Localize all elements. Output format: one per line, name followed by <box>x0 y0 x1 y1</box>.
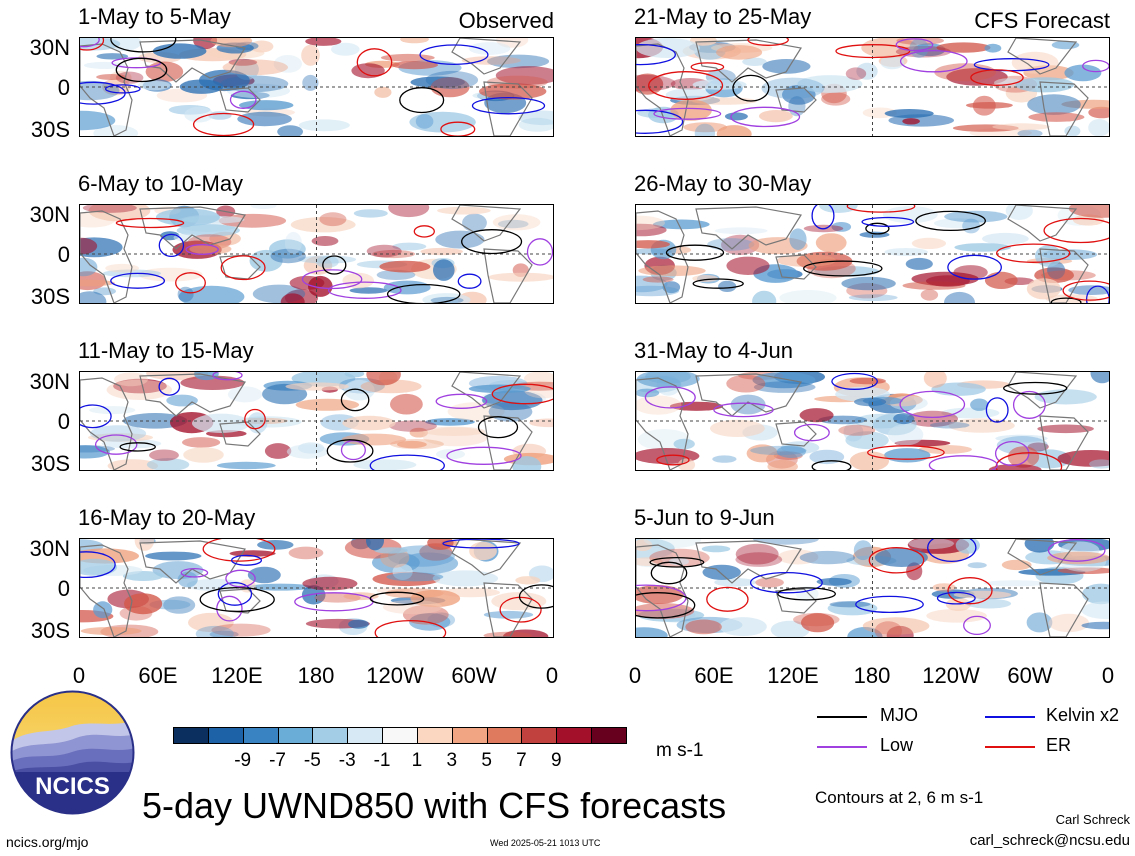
map-field-6 <box>636 372 1109 470</box>
panel-title-8: 5-Jun to 9-Jun <box>634 505 775 530</box>
colorbar-swatch <box>277 727 314 744</box>
map-field-7 <box>80 539 553 637</box>
colorbar-swatch <box>312 727 349 744</box>
lon-label-left-0: 0 <box>72 663 86 688</box>
legend-label-mjo: MJO <box>880 705 918 725</box>
panel-title-6: 31-May to 4-Jun <box>634 338 793 363</box>
panel-title-3: 6-May to 10-May <box>78 171 244 196</box>
lon-label-left-120w: 120W <box>366 663 424 688</box>
colorbar-tick-label: -5 <box>303 750 321 771</box>
ncics-logo: NCICS <box>10 690 135 815</box>
lon-label-right-0-end: 0 <box>1101 663 1115 688</box>
colorbar-tick-label: 9 <box>551 750 562 771</box>
colorbar-swatch <box>382 727 418 744</box>
colorbar-tick-label: -1 <box>373 750 391 771</box>
legend-label-low: Low <box>880 735 914 755</box>
colorbar-swatch <box>207 727 244 744</box>
website-link[interactable]: ncics.org/mjo <box>6 834 89 850</box>
lon-label-left-60w: 60W <box>451 663 497 688</box>
panel-title-4: 26-May to 30-May <box>634 171 812 196</box>
panel-tag-forecast: CFS Forecast <box>974 8 1110 33</box>
panel-title-7: 16-May to 20-May <box>78 505 256 530</box>
lon-label-left-0-end: 0 <box>545 663 559 688</box>
colorbar-swatch <box>451 727 488 744</box>
lat-label-30n-row4: 30N <box>29 536 70 561</box>
lon-label-right-120w: 120W <box>922 663 980 688</box>
map-panel-6 <box>635 371 1110 471</box>
legend-line-kelvin <box>985 716 1035 718</box>
lat-label-30s-row2: 30S <box>30 284 70 309</box>
contours-note: Contours at 2, 6 m s-1 <box>815 788 984 807</box>
legend-label-kelvin: Kelvin x2 <box>1046 705 1120 725</box>
panel-title-5: 11-May to 15-May <box>78 338 254 363</box>
lon-label-right-60w: 60W <box>1007 663 1053 688</box>
lon-label-left-60e: 60E <box>138 663 178 688</box>
map-panel-5 <box>79 371 554 471</box>
colorbar-tick-label: 7 <box>516 750 527 771</box>
lon-label-right-180: 180 <box>853 663 891 688</box>
lon-label-right-60e: 60E <box>694 663 734 688</box>
map-field-1 <box>80 38 553 136</box>
lat-label-30s-row4: 30S <box>30 618 70 643</box>
colorbar-tick-label: -3 <box>338 750 356 771</box>
lon-label-right-0: 0 <box>628 663 642 688</box>
panel-tag-observed: Observed <box>458 8 554 33</box>
ncics-logo-text: NCICS <box>35 773 110 800</box>
colorbar-tick-label: 5 <box>481 750 492 771</box>
map-panel-7 <box>79 538 554 638</box>
colorbar-tick-label: 3 <box>446 750 458 771</box>
author: Carl Schreck <box>1055 812 1130 827</box>
panel-title-2: 21-May to 25-May <box>634 4 812 29</box>
map-panel-2 <box>635 37 1110 137</box>
lat-label-30n-row3: 30N <box>29 369 70 394</box>
map-field-5 <box>80 372 553 470</box>
colorbar-swatch <box>521 727 558 744</box>
colorbar-tick-label: -7 <box>269 750 286 771</box>
legend-line-er <box>985 746 1035 748</box>
colorbar-swatch <box>591 727 627 744</box>
colorbar-units: m s-1 <box>656 740 704 761</box>
lat-label-eq-row2: 0 <box>57 242 70 267</box>
colorbar-tick-label: 1 <box>411 750 423 771</box>
map-field-8 <box>636 539 1109 637</box>
colorbar-swatch <box>347 727 384 744</box>
colorbar-swatch <box>486 727 523 744</box>
map-panel-8 <box>635 538 1110 638</box>
email: carl_schreck@ncsu.edu <box>969 832 1130 849</box>
map-panel-4 <box>635 204 1110 304</box>
timestamp: Wed 2025-05-21 1013 UTC <box>490 838 601 848</box>
lat-label-30n-row1: 30N <box>29 35 70 60</box>
map-field-4 <box>636 205 1109 303</box>
lon-label-left-180: 180 <box>297 663 335 688</box>
legend-line-mjo <box>817 716 867 718</box>
map-panel-3 <box>79 204 554 304</box>
lat-label-30s-row1: 30S <box>30 117 70 142</box>
lon-label-right-120e: 120E <box>767 663 819 688</box>
lat-label-eq-row4: 0 <box>57 576 70 601</box>
colorbar-swatch <box>556 727 593 744</box>
main-title: 5-day UWND850 with CFS forecasts <box>142 785 727 826</box>
colorbar-swatch <box>242 727 279 744</box>
colorbar-swatch <box>173 727 209 744</box>
lat-label-30s-row3: 30S <box>30 451 70 476</box>
legend-line-low <box>817 746 867 748</box>
lat-label-eq-row1: 0 <box>57 75 70 100</box>
panel-title-1: 1-May to 5-May <box>78 4 231 29</box>
map-panel-1 <box>79 37 554 137</box>
lat-label-eq-row3: 0 <box>57 409 70 434</box>
lat-label-30n-row2: 30N <box>29 202 70 227</box>
colorbar-swatch <box>416 727 453 744</box>
lon-label-left-120e: 120E <box>211 663 263 688</box>
map-field-3 <box>80 205 553 303</box>
map-field-2 <box>636 38 1109 136</box>
colorbar-tick-label: -9 <box>234 750 252 771</box>
legend-label-er: ER <box>1046 735 1072 755</box>
